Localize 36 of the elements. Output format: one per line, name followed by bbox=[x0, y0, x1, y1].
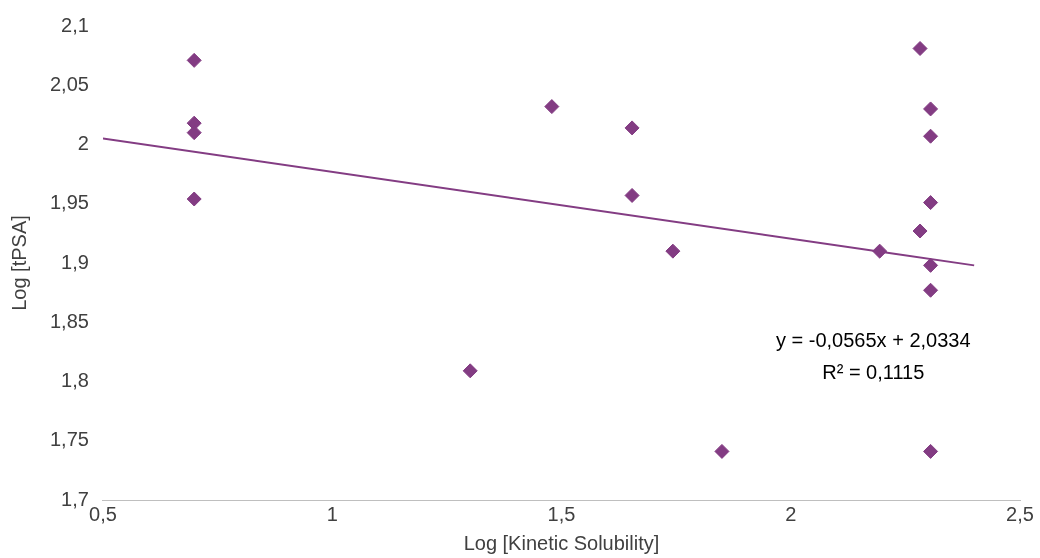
y-tick-label: 2,05 bbox=[49, 72, 89, 95]
y-tick-label: 1,7 bbox=[61, 487, 89, 510]
x-tick-label: 2,5 bbox=[1006, 502, 1034, 525]
point bbox=[624, 120, 640, 136]
point bbox=[714, 443, 730, 459]
y-axis-title: Log [tPSA] bbox=[7, 215, 30, 311]
point bbox=[923, 128, 939, 144]
point bbox=[923, 282, 939, 298]
point bbox=[912, 223, 928, 239]
point bbox=[923, 195, 939, 211]
point bbox=[923, 101, 939, 117]
x-axis-title: Log [Kinetic Solubility] bbox=[463, 531, 660, 554]
x-tick-label: 1,5 bbox=[547, 502, 576, 525]
point bbox=[544, 99, 560, 115]
point bbox=[186, 125, 202, 141]
point bbox=[923, 257, 939, 273]
point bbox=[186, 191, 202, 207]
point bbox=[462, 363, 478, 379]
point bbox=[186, 52, 202, 68]
y-tick-label: 2 bbox=[77, 132, 89, 155]
point bbox=[923, 443, 939, 459]
y-tick-label: 1,95 bbox=[49, 191, 89, 214]
y-tick-label: 1,9 bbox=[61, 250, 89, 273]
y-tick-label: 1,85 bbox=[49, 309, 89, 332]
y-tick-label: 1,75 bbox=[49, 428, 89, 451]
annotation: y = -0,0565x + 2,0334 bbox=[775, 328, 971, 351]
point bbox=[624, 187, 640, 203]
point bbox=[912, 41, 928, 57]
point bbox=[872, 243, 888, 259]
y-tick-label: 1,8 bbox=[61, 369, 89, 392]
annotation: R² = 0,1115 bbox=[822, 360, 925, 383]
y-tick-label: 2,1 bbox=[61, 13, 89, 36]
x-tick-label: 1 bbox=[326, 502, 338, 525]
x-tick-label: 2 bbox=[785, 502, 797, 525]
x-tick-label: 0,5 bbox=[89, 502, 117, 525]
point bbox=[665, 243, 681, 259]
